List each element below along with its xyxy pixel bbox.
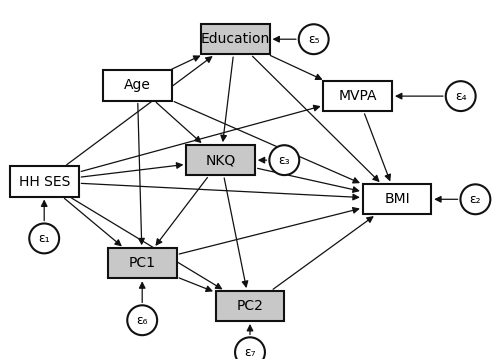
FancyBboxPatch shape xyxy=(216,291,284,321)
FancyBboxPatch shape xyxy=(186,145,255,175)
Text: PC1: PC1 xyxy=(128,256,156,270)
Text: ε₂: ε₂ xyxy=(470,193,481,206)
Text: Age: Age xyxy=(124,78,150,93)
Ellipse shape xyxy=(446,81,476,111)
FancyBboxPatch shape xyxy=(324,81,392,111)
Text: NKQ: NKQ xyxy=(206,153,236,167)
FancyBboxPatch shape xyxy=(362,184,432,215)
Text: ε₄: ε₄ xyxy=(455,90,466,103)
Text: HH SES: HH SES xyxy=(18,175,70,188)
Text: ε₁: ε₁ xyxy=(38,232,50,245)
Text: MVPA: MVPA xyxy=(338,89,377,103)
Text: PC2: PC2 xyxy=(236,299,264,313)
Ellipse shape xyxy=(30,224,59,253)
Ellipse shape xyxy=(128,305,157,335)
Text: ε₇: ε₇ xyxy=(244,346,256,359)
Ellipse shape xyxy=(460,184,490,214)
Ellipse shape xyxy=(270,145,299,175)
Text: BMI: BMI xyxy=(384,192,410,206)
Ellipse shape xyxy=(235,337,265,363)
FancyBboxPatch shape xyxy=(108,248,176,278)
FancyBboxPatch shape xyxy=(103,70,172,101)
Text: Education: Education xyxy=(200,32,270,46)
Text: ε₆: ε₆ xyxy=(136,314,148,327)
FancyBboxPatch shape xyxy=(10,166,78,197)
Ellipse shape xyxy=(299,24,328,54)
Text: ε₅: ε₅ xyxy=(308,33,320,46)
Text: ε₃: ε₃ xyxy=(278,154,290,167)
FancyBboxPatch shape xyxy=(201,24,270,54)
